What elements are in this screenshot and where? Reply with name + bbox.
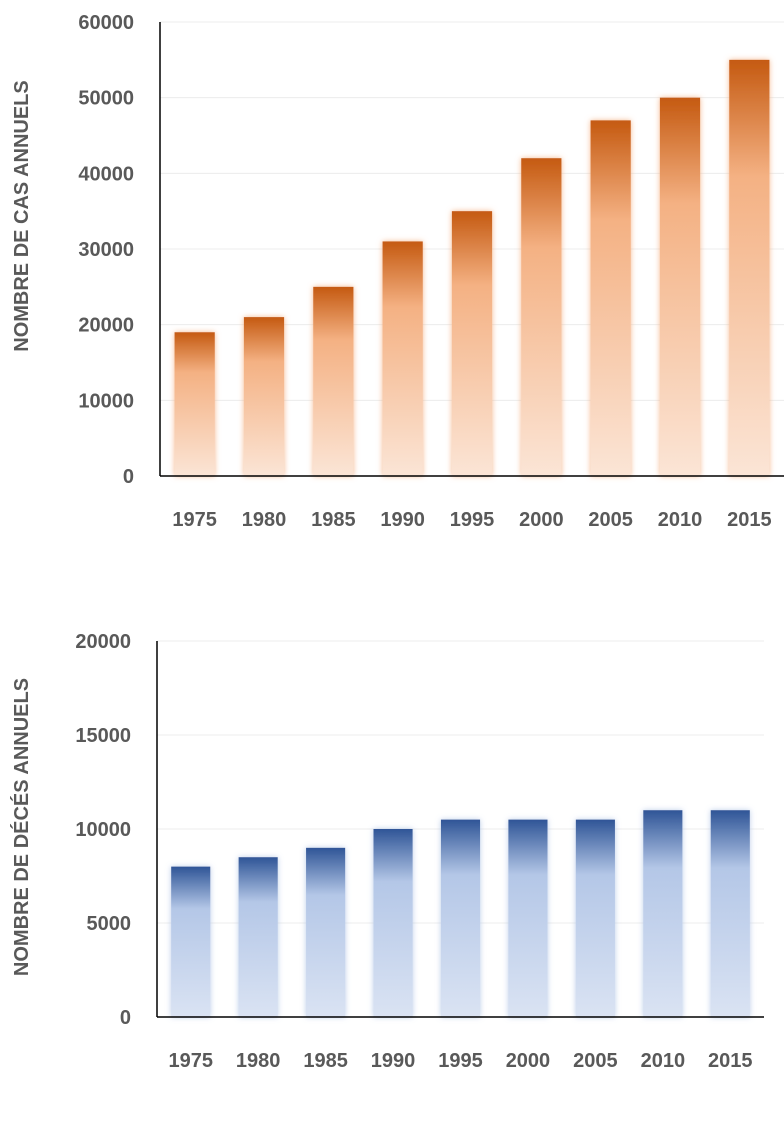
deaths-x-tick-label: 1975 (168, 1050, 213, 1072)
cases-chart: 0 10000 20000 30000 40000 50000 60000 1975 1980… (11, 12, 784, 531)
cases-y-tick-labels: 0 10000 20000 30000 40000 50000 60000 (78, 12, 134, 488)
deaths-bar-2015 (710, 810, 750, 1017)
cases-bar-2015 (729, 59, 770, 476)
cases-x-tick-label: 2000 (519, 509, 564, 531)
deaths-y-tick-label: 0 (120, 1007, 131, 1029)
deaths-x-tick-label: 2010 (641, 1050, 686, 1072)
cases-y-axis-label: NOMBRE DE CAS ANNUELS (11, 80, 33, 352)
cases-y-tick-label: 0 (123, 466, 134, 488)
cases-x-tick-labels: 1975 1980 1985 1990 1995 2000 2005 2010 2015 (172, 509, 771, 531)
deaths-y-tick-labels: 0 5000 10000 15000 20000 (75, 631, 131, 1029)
deaths-chart: 0 5000 10000 15000 20000 1975 1980 1985 1990 199… (10, 631, 764, 1072)
cases-x-tick-label: 1985 (311, 509, 356, 531)
cases-bar-1985 (313, 286, 354, 476)
cases-bar-2000 (521, 158, 562, 476)
cases-bar-1980 (243, 317, 285, 476)
cases-x-tick-label: 2015 (727, 509, 772, 531)
deaths-bar-1980 (238, 857, 278, 1017)
deaths-x-tick-label: 1985 (303, 1050, 348, 1072)
deaths-y-tick-label: 10000 (75, 819, 131, 841)
deaths-x-tick-label: 1980 (236, 1050, 281, 1072)
cases-bars (174, 59, 770, 477)
cases-y-tick-label: 30000 (78, 239, 134, 261)
deaths-x-tick-label: 2015 (708, 1050, 753, 1072)
deaths-bars (171, 810, 750, 1017)
cases-x-tick-label: 1975 (172, 509, 217, 531)
cases-x-tick-label: 1995 (450, 509, 495, 531)
deaths-y-tick-label: 15000 (75, 725, 131, 747)
deaths-y-tick-label: 20000 (75, 631, 131, 653)
deaths-x-tick-label: 1990 (371, 1050, 416, 1072)
cases-x-tick-label: 2010 (658, 509, 703, 531)
deaths-x-tick-label: 1995 (438, 1050, 483, 1072)
cases-y-tick-label: 40000 (78, 163, 134, 185)
cases-bar-1995 (451, 211, 493, 476)
cases-y-tick-label: 60000 (78, 12, 134, 34)
cases-bar-1975 (174, 332, 215, 476)
deaths-x-tick-label: 2000 (506, 1050, 551, 1072)
cases-x-tick-label: 2005 (588, 509, 633, 531)
cases-y-tick-label: 10000 (78, 390, 134, 412)
cases-x-tick-label: 1980 (242, 509, 287, 531)
deaths-bar-1985 (306, 847, 346, 1017)
deaths-bar-2010 (643, 810, 683, 1017)
deaths-bar-1995 (440, 819, 481, 1017)
cases-bar-2010 (659, 97, 701, 477)
deaths-bar-2005 (575, 819, 615, 1017)
deaths-bar-2000 (508, 819, 548, 1017)
cases-y-tick-label: 20000 (78, 315, 134, 337)
deaths-x-tick-labels: 1975 1980 1985 1990 1995 2000 2005 2010 2015 (168, 1050, 752, 1072)
cases-y-tick-label: 50000 (78, 88, 134, 110)
deaths-x-tick-label: 2005 (573, 1050, 618, 1072)
cases-bar-1990 (382, 241, 423, 476)
deaths-bar-1990 (373, 829, 413, 1017)
deaths-y-tick-label: 5000 (87, 913, 132, 935)
cases-bar-2005 (590, 120, 631, 476)
deaths-y-axis-label: NOMBRE DE DÉCÉS ANNUELS (10, 678, 33, 976)
deaths-bar-1975 (171, 866, 211, 1017)
cases-x-tick-label: 1990 (380, 509, 425, 531)
